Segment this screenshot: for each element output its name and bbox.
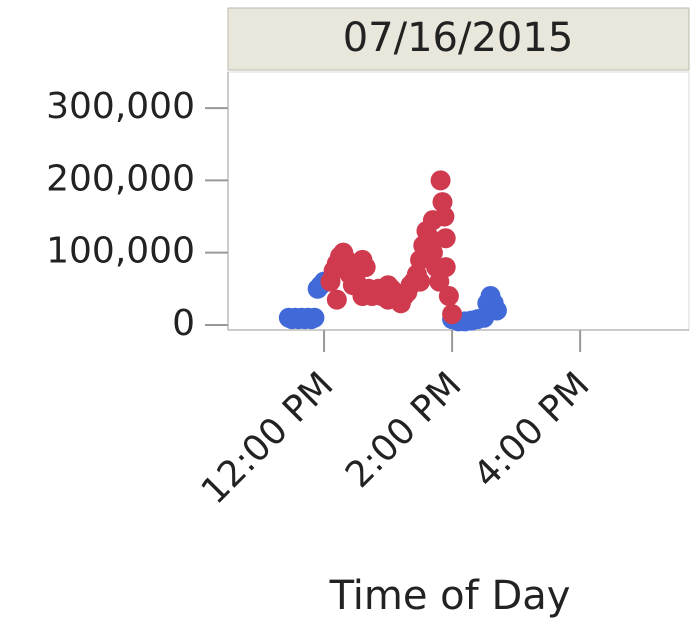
y-tick-label: 300,000 <box>46 86 195 127</box>
point <box>435 228 456 249</box>
point <box>438 286 459 307</box>
series <box>278 271 507 332</box>
plot-area <box>227 71 690 331</box>
point <box>355 257 376 278</box>
x-tick-label: 4:00 PM <box>466 364 598 496</box>
point <box>442 304 463 325</box>
x-tick-label: 2:00 PM <box>338 364 470 496</box>
point <box>435 257 456 278</box>
x-axis-title: Time of Day <box>329 573 571 619</box>
x-tick-label: 12:00 PM <box>194 364 342 512</box>
point <box>434 206 455 227</box>
point <box>304 307 325 328</box>
header-box <box>227 7 690 71</box>
point <box>486 300 507 321</box>
series <box>320 170 463 325</box>
point <box>326 289 347 310</box>
y-tick-label: 200,000 <box>46 158 195 199</box>
point <box>410 271 431 292</box>
point <box>430 170 451 191</box>
y-tick-label: 0 <box>172 303 195 344</box>
y-tick-label: 100,000 <box>46 231 195 272</box>
header-label: 07/16/2015 <box>343 15 574 61</box>
